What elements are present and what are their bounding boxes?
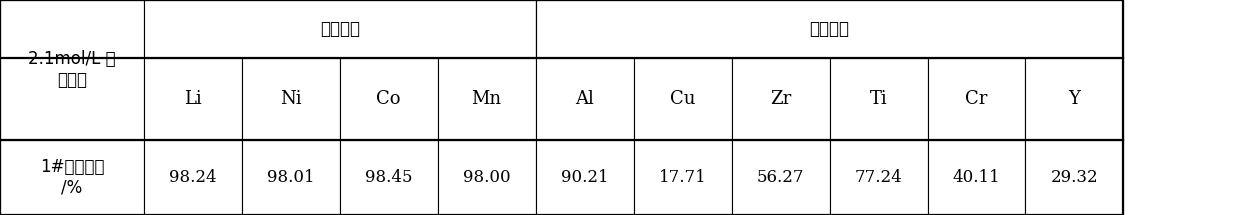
Text: 2.1mol/L 硫
酸浸出: 2.1mol/L 硫 酸浸出 xyxy=(29,51,115,89)
Text: Ni: Ni xyxy=(280,90,301,108)
Bar xyxy=(634,58,732,140)
Bar xyxy=(438,140,536,215)
Text: 98.00: 98.00 xyxy=(463,169,511,186)
Bar xyxy=(536,140,634,215)
Bar xyxy=(1025,140,1123,215)
Text: Li: Li xyxy=(184,90,202,108)
Text: 77.24: 77.24 xyxy=(854,169,903,186)
Bar xyxy=(634,140,732,215)
Text: 主要金属: 主要金属 xyxy=(320,20,360,38)
Text: 56.27: 56.27 xyxy=(756,169,805,186)
Bar xyxy=(144,58,242,140)
Text: 98.01: 98.01 xyxy=(267,169,315,186)
Text: 98.45: 98.45 xyxy=(365,169,413,186)
Text: Ti: Ti xyxy=(869,90,888,108)
Text: Mn: Mn xyxy=(471,90,502,108)
Text: 98.24: 98.24 xyxy=(169,169,217,186)
Bar xyxy=(928,58,1025,140)
Bar xyxy=(732,140,830,215)
Bar xyxy=(0,140,144,215)
Bar xyxy=(242,140,340,215)
Text: 40.11: 40.11 xyxy=(952,169,1001,186)
Text: Co: Co xyxy=(377,90,401,108)
Bar xyxy=(0,0,144,140)
Text: 1#样浸出率
/%: 1#样浸出率 /% xyxy=(40,158,104,197)
Bar xyxy=(340,58,438,140)
Bar xyxy=(1025,58,1123,140)
Text: 17.71: 17.71 xyxy=(658,169,707,186)
Text: Y: Y xyxy=(1069,90,1080,108)
Bar xyxy=(242,58,340,140)
Text: 掺杂金属: 掺杂金属 xyxy=(810,20,849,38)
Bar xyxy=(144,0,536,58)
Bar xyxy=(536,0,1123,58)
Bar xyxy=(732,58,830,140)
Bar xyxy=(536,58,634,140)
Bar xyxy=(830,58,928,140)
Text: 90.21: 90.21 xyxy=(560,169,609,186)
Bar xyxy=(438,58,536,140)
Text: 29.32: 29.32 xyxy=(1050,169,1099,186)
Bar xyxy=(144,140,242,215)
Text: Cr: Cr xyxy=(965,90,988,108)
Text: Zr: Zr xyxy=(770,90,791,108)
Text: Cu: Cu xyxy=(670,90,696,108)
Bar xyxy=(928,140,1025,215)
Text: Al: Al xyxy=(575,90,594,108)
Bar xyxy=(830,140,928,215)
Bar xyxy=(340,140,438,215)
